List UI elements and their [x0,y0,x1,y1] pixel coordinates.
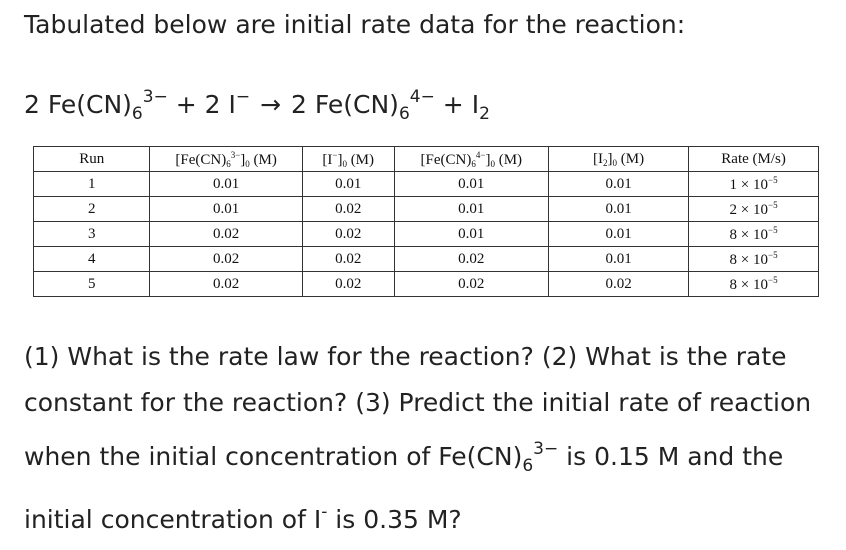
cell-run: 1 [32,171,151,197]
coefficient: 2 [204,90,221,119]
header-iodide: [I−]0 (M) [301,146,395,172]
table-row: 3 0.02 0.02 0.01 0.01 8 × 10−5 [32,221,819,247]
cell-iodide: 0.02 [301,271,395,297]
cell-iodine: 0.01 [548,196,690,222]
plus-sign: + [175,90,197,119]
question-text: (1) What is the rate law for the reactio… [24,342,812,534]
species-iodide: I [228,90,236,119]
header-iodine: [I2]0 (M) [548,146,690,172]
cell-ferrocyanide: 0.01 [393,196,550,222]
rate-data-table: Run [Fe(CN)63−]0 (M) [I−]0 (M) [Fe(CN)64… [32,146,819,297]
cell-iodine: 0.01 [548,246,690,272]
cell-ferricyanide: 0.02 [149,246,303,272]
subscript: 2 [479,104,490,124]
charge: 3− [142,87,168,107]
table-header-row: Run [Fe(CN)63−]0 (M) [I−]0 (M) [Fe(CN)64… [32,146,819,172]
species-ferricyanide: Fe(CN) [438,442,523,471]
table-row: 4 0.02 0.02 0.02 0.01 8 × 10−5 [32,246,819,272]
coefficient: 2 [291,90,307,119]
cell-rate: 1 × 10−5 [688,171,819,197]
charge: − [235,87,251,107]
cell-run: 2 [32,196,151,222]
reaction-arrow: → [260,90,282,119]
table-row: 1 0.01 0.01 0.01 0.01 1 × 10−5 [32,171,819,197]
cell-ferrocyanide: 0.01 [393,171,550,197]
cell-run: 4 [32,246,151,272]
reaction-equation: 2 Fe(CN)63− + 2 I− → 2 Fe(CN)64− + I2 [24,80,490,131]
cell-iodide: 0.02 [301,246,395,272]
header-rate: Rate (M/s) [688,146,819,172]
plus-sign: + [442,90,464,119]
species-ferrocyanide: Fe(CN) [314,90,399,119]
species-ferricyanide: Fe(CN) [47,90,132,119]
cell-ferricyanide: 0.01 [149,196,303,222]
species-iodine: I [471,90,480,119]
cell-iodine: 0.01 [548,221,690,247]
cell-ferricyanide: 0.02 [149,271,303,297]
cell-ferrocyanide: 0.02 [393,271,550,297]
cell-iodide: 0.02 [301,196,395,222]
intro-text: Tabulated below are initial rate data fo… [24,10,686,39]
header-ferricyanide: [Fe(CN)63−]0 (M) [149,146,303,172]
cell-iodide: 0.01 [301,171,395,197]
table-row: 2 0.01 0.02 0.01 0.01 2 × 10−5 [32,196,819,222]
cell-rate: 2 × 10−5 [688,196,819,222]
cell-rate: 8 × 10−5 [688,246,819,272]
header-run: Run [32,146,151,172]
cell-ferrocyanide: 0.02 [393,246,550,272]
coefficient: 2 [24,90,40,119]
charge: 4− [409,87,435,107]
cell-ferricyanide: 0.01 [149,171,303,197]
table-row: 5 0.02 0.02 0.02 0.02 8 × 10−5 [32,271,819,297]
cell-iodine: 0.02 [548,271,690,297]
subscript: 6 [398,104,410,124]
cell-rate: 8 × 10−5 [688,221,819,247]
header-ferrocyanide: [Fe(CN)64−]0 (M) [393,146,550,172]
cell-iodide: 0.02 [301,221,395,247]
subscript: 6 [131,104,143,124]
cell-rate: 8 × 10−5 [688,271,819,297]
cell-run: 3 [32,221,151,247]
cell-ferrocyanide: 0.01 [393,221,550,247]
cell-ferricyanide: 0.02 [149,221,303,247]
cell-run: 5 [32,271,151,297]
cell-iodine: 0.01 [548,171,690,197]
